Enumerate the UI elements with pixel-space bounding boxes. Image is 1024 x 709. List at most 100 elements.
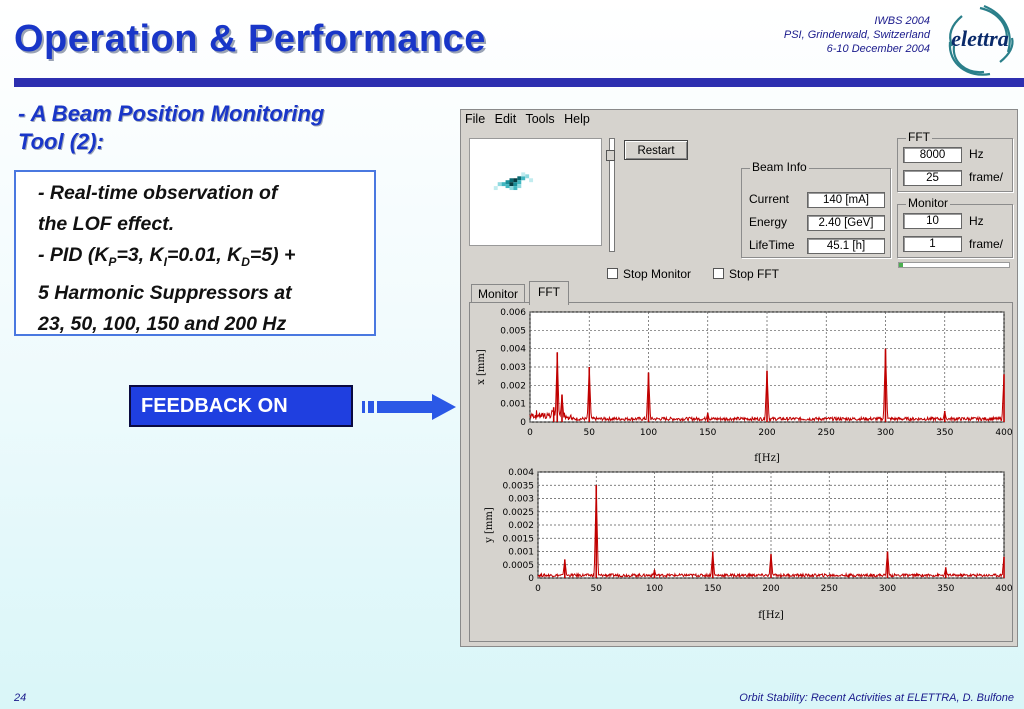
bullet-line-5: 23, 50, 100, 150 and 200 Hz (38, 312, 287, 335)
kd-subscript: D (241, 254, 250, 269)
stop-fft-checkbox[interactable]: Stop FFT (713, 267, 779, 281)
fft-legend: FFT (906, 130, 932, 144)
kp-value: =3, K (116, 244, 164, 266)
x-tick-label: 150 (699, 428, 716, 438)
right-arrow-icon (362, 394, 456, 420)
bullet-pid-line: - PID (KP=3, KI=0.01, KD=5) + (38, 240, 364, 278)
y-tick-label: 0.006 (500, 308, 526, 318)
conference-dates: 6-10 December 2004 (826, 43, 930, 55)
pid-prefix: - PID (K (38, 244, 109, 266)
scatter-cell (521, 172, 526, 177)
monitor-frames-input[interactable]: 1 (903, 236, 962, 252)
scatter-cell (493, 186, 498, 191)
menu-tools[interactable]: Tools (525, 112, 555, 126)
x-axis-label: f[Hz] (758, 610, 784, 621)
scatter-cell (517, 176, 522, 181)
x-spectrum-chart: 0 50 100 150 200 250 300 350 400 0 0.001 0.002 0.003… (476, 308, 1013, 464)
level-indicator-fill (899, 263, 903, 267)
menu-bar: File Edit Tools Help (465, 112, 596, 126)
header-info: IWBS 2004 PSI, Grinderwald, Switzerland … (784, 14, 930, 56)
stop-monitor-checkbox[interactable]: Stop Monitor (607, 267, 691, 281)
scatter-cell (529, 178, 534, 183)
x-tick-label: 350 (936, 428, 953, 438)
energy-label: Energy (749, 215, 788, 229)
scatter-cell (505, 180, 510, 185)
y-tick-label: 0.0005 (503, 561, 535, 571)
y-tick-label: 0.002 (500, 381, 526, 391)
x-tick-label: 150 (704, 584, 721, 594)
x-tick-label: 0 (535, 584, 541, 594)
fft-plots: 0 50 100 150 200 250 300 350 400 0 0.001 0.002 0.003… (476, 308, 1013, 621)
y-tick-label: 0.002 (508, 521, 534, 531)
fft-group: FFT (897, 130, 1013, 192)
y-tick-label: 0.004 (508, 468, 534, 478)
feedback-on-label: FEEDBACK ON (129, 385, 353, 427)
scatter-cell (509, 186, 514, 191)
slide-title: Operation & Performance (14, 18, 486, 60)
y-tick-label: 0.0025 (503, 508, 535, 518)
beam-position-scatter (469, 138, 602, 246)
beam-info-group: Beam Info (741, 160, 891, 258)
kp-subscript: P (108, 254, 117, 269)
conference-location: PSI, Grinderwald, Switzerland (783, 29, 930, 41)
y-tick-label: 0.001 (500, 400, 526, 410)
monitor-rate-input[interactable]: 10 (903, 213, 962, 229)
zoom-slider-track[interactable] (609, 138, 615, 252)
x-tick-label: 350 (937, 584, 954, 594)
menu-file[interactable]: File (465, 112, 486, 126)
scatter-cell (509, 182, 514, 187)
y-axis-label: x [mm] (476, 349, 487, 385)
x-tick-label: 250 (818, 428, 835, 438)
subtitle: - A Beam Position Monitoring Tool (2): (18, 100, 324, 156)
level-indicator (898, 262, 1010, 268)
monitor-frames-unit: frame/ (969, 237, 1004, 251)
tab-fft[interactable]: FFT (529, 281, 569, 305)
current-value: 140 [mA] (807, 192, 885, 208)
page-number: 24 (14, 692, 27, 704)
scatter-cell (513, 182, 518, 187)
scatter-cell (525, 174, 530, 179)
scatter-cell (517, 184, 522, 189)
x-tick-label: 100 (640, 428, 657, 438)
restart-button[interactable]: Restart (624, 140, 688, 160)
fft-rate-unit: Hz (969, 147, 984, 161)
title-rule (14, 78, 1024, 87)
y-tick-label: 0.003 (508, 495, 534, 505)
kd-value: =5) + (249, 244, 296, 266)
ki-value: =0.01, K (166, 244, 242, 266)
logo-text: elettra (951, 26, 1008, 51)
x-tick-label: 300 (877, 428, 894, 438)
scatter-cell (517, 180, 522, 185)
fft-rate-input[interactable]: 8000 (903, 147, 962, 163)
tab-monitor[interactable]: Monitor (471, 284, 526, 303)
x-tick-label: 100 (646, 584, 663, 594)
monitor-legend: Monitor (906, 196, 951, 210)
y-tick-label: 0.0035 (503, 481, 535, 491)
scatter-cell (505, 184, 510, 189)
footer-text: Orbit Stability: Recent Activities at EL… (739, 692, 1014, 704)
stop-fft-label: Stop FFT (729, 267, 780, 281)
scatter-cell (513, 178, 518, 183)
y-tick-label: 0 (528, 574, 534, 584)
menu-edit[interactable]: Edit (494, 112, 517, 126)
menu-help[interactable]: Help (564, 112, 590, 126)
x-tick-label: 400 (995, 428, 1012, 438)
y-axis-label: y [mm] (484, 507, 495, 544)
fft-frames-input[interactable]: 25 (903, 170, 962, 186)
scatter-cell (497, 182, 502, 187)
y-tick-label: 0.001 (508, 548, 534, 558)
scatter-cell (509, 178, 514, 183)
scatter-cell (521, 176, 526, 181)
lifetime-label: LifeTime (749, 238, 795, 252)
scatter-cell (501, 182, 506, 187)
monitor-group: Monitor (897, 196, 1013, 258)
x-tick-label: 200 (758, 428, 775, 438)
beam-info-legend: Beam Info (750, 160, 809, 174)
x-tick-label: 400 (995, 584, 1012, 594)
elettra-logo: elettra (948, 4, 1014, 76)
bullet-line-2: the LOF effect. (38, 213, 175, 235)
current-label: Current (749, 192, 790, 206)
lifetime-value: 45.1 [h] (807, 238, 885, 254)
zoom-slider-handle[interactable] (606, 150, 615, 161)
x-tick-label: 300 (879, 584, 896, 594)
